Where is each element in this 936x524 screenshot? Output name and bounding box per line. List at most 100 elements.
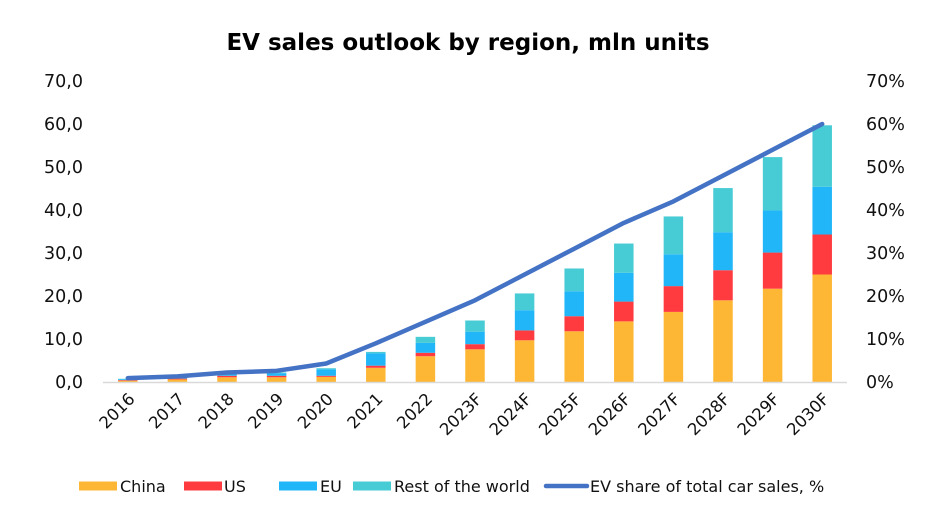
legend-swatch (184, 481, 222, 491)
bar-us-2021 (366, 365, 386, 368)
legend-swatch (79, 481, 117, 491)
bar-us-2023F (465, 344, 485, 350)
bar-china-2018 (217, 377, 237, 382)
legend-label: China (120, 477, 166, 496)
bar-us-2019 (266, 375, 287, 378)
bar-rest-of-the-world-2025F (564, 268, 584, 292)
bar-eu-2018 (217, 374, 237, 376)
bar-stack-2019 (266, 372, 287, 382)
x-tick-label: 2028F (684, 389, 734, 439)
y2-tick-label: 20% (866, 287, 905, 307)
legend-label: Rest of the world (394, 477, 530, 496)
x-axis: 2016 2017 2018 2019 2020 2021 2022 2023F 2024F 20… (95, 389, 833, 439)
bar-china-2030F (812, 274, 832, 382)
bar-rest-of-the-world-2029F (762, 157, 783, 211)
y2-tick-label: 70% (866, 72, 905, 92)
bar-china-2016 (118, 380, 138, 382)
bar-stack-2026F (614, 243, 634, 382)
y-tick-label: 10,0 (44, 330, 83, 350)
legend-label: EU (320, 477, 342, 496)
y2-tick-label: 50% (866, 158, 905, 178)
bar-china-2017 (167, 379, 188, 382)
bar-rest-of-the-world-2028F (713, 188, 733, 233)
y-tick-label: 0,0 (55, 373, 83, 393)
bar-us-2030F (812, 234, 832, 275)
bar-china-2024F (514, 340, 535, 382)
bar-eu-2022 (415, 342, 436, 353)
bar-rest-of-the-world-2027F (663, 216, 684, 255)
x-tick-label: 2016 (95, 389, 138, 432)
legend-item-ev-share-of-total-car-sales: EV share of total car sales, % (543, 477, 824, 496)
bar-us-2025F (564, 316, 584, 332)
x-tick-label: 2019 (244, 389, 287, 432)
y-tick-label: 60,0 (44, 115, 83, 135)
bar-stack-2029F (762, 157, 783, 382)
bar-rest-of-the-world-2023F (465, 320, 485, 332)
bar-eu-2025F (564, 291, 584, 317)
x-tick-label: 2020 (294, 389, 337, 432)
y-tick-label: 40,0 (44, 201, 83, 221)
bar-stack-2023F (465, 320, 485, 382)
bar-stack-2024F (514, 293, 535, 382)
bar-eu-2028F (713, 232, 733, 271)
y-tick-label: 50,0 (44, 158, 83, 178)
bar-stack-2028F (713, 188, 733, 382)
x-tick-label: 2023F (436, 389, 486, 439)
bar-us-2024F (514, 330, 535, 341)
bar-china-2019 (266, 377, 287, 382)
bar-eu-2027F (663, 254, 684, 287)
x-tick-label: 2030F (783, 389, 833, 439)
x-tick-label: 2022 (393, 389, 436, 432)
bar-rest-of-the-world-2021 (366, 351, 386, 354)
bar-china-2020 (316, 376, 336, 382)
y-tick-label: 30,0 (44, 244, 83, 264)
x-tick-label: 2024F (486, 389, 536, 439)
bar-eu-2021 (366, 353, 386, 366)
bar-stack-2020 (316, 368, 336, 382)
bar-stack-2030F (812, 125, 832, 382)
bar-eu-2020 (316, 369, 336, 376)
bar-china-2026F (614, 321, 634, 382)
bar-stack-2021 (366, 351, 386, 382)
line-series (125, 121, 825, 381)
bar-china-2021 (366, 367, 386, 382)
y-tick-label: 70,0 (44, 72, 83, 92)
y2-tick-label: 0% (866, 373, 894, 393)
x-tick-label: 2026F (585, 389, 635, 439)
y-tick-label: 20,0 (44, 287, 83, 307)
legend-item-us: US (184, 477, 246, 496)
bar-rest-of-the-world-2020 (316, 368, 336, 370)
legend-item-rest-of-the-world: Rest of the world (353, 477, 530, 496)
bar-china-2029F (762, 288, 783, 382)
bar-china-2022 (415, 356, 436, 382)
bar-stack-2025F (564, 268, 584, 382)
bar-eu-2024F (514, 310, 535, 331)
legend: China US EU Rest of the world EV share of to… (79, 477, 824, 496)
bar-rest-of-the-world-2030F (812, 125, 832, 187)
bar-eu-2023F (465, 331, 485, 345)
legend-item-eu: EU (279, 477, 342, 496)
y-axis-left: 0,0 10,0 20,0 30,0 40,0 50,0 60,0 70,0 (44, 72, 83, 393)
bar-stack-2027F (663, 216, 684, 382)
bar-rest-of-the-world-2026F (614, 243, 634, 273)
bar-china-2027F (663, 311, 684, 382)
legend-swatch (279, 481, 317, 491)
legend-label: EV share of total car sales, % (590, 477, 824, 496)
bar-rest-of-the-world-2022 (415, 336, 436, 343)
bar-us-2028F (713, 270, 733, 301)
legend-item-china: China (79, 477, 166, 496)
bar-us-2020 (316, 375, 336, 377)
bar-china-2023F (465, 349, 485, 382)
y2-tick-label: 10% (866, 330, 905, 350)
y2-tick-label: 30% (866, 244, 905, 264)
legend-label: US (224, 477, 246, 496)
y2-tick-label: 60% (866, 115, 905, 135)
bar-series (118, 125, 832, 382)
chart-title: EV sales outlook by region, mln units (226, 30, 709, 56)
y-axis-right: 0% 10% 20% 30% 40% 50% 60% 70% (866, 72, 905, 393)
x-tick-label: 2021 (343, 389, 386, 432)
x-tick-label: 2018 (195, 389, 238, 432)
bar-us-2016 (118, 380, 138, 381)
bar-us-2022 (415, 352, 436, 357)
